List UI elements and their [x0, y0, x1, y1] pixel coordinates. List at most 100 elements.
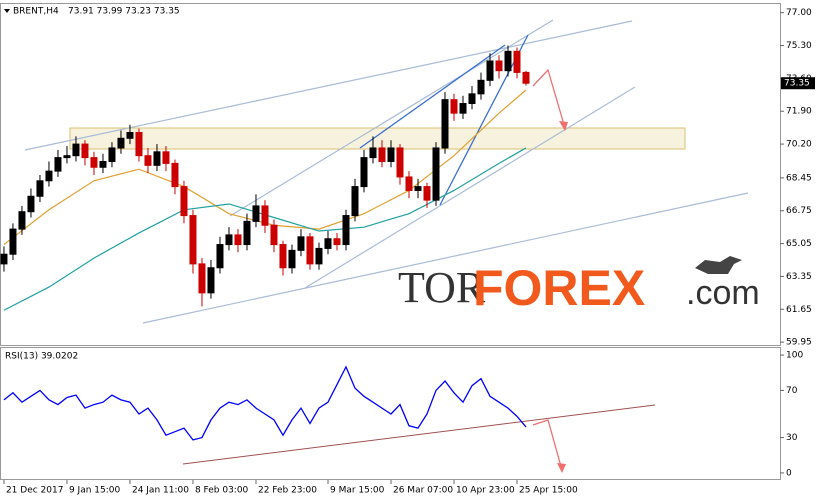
- candle-body: [450, 99, 458, 114]
- candle: [225, 227, 233, 251]
- candle: [495, 55, 503, 79]
- y-tick-label: 0: [786, 468, 792, 478]
- candle-body: [36, 180, 44, 197]
- candle-body: [117, 137, 125, 149]
- y-tick-label: 100: [786, 351, 803, 361]
- trend-line: [229, 19, 554, 217]
- candle: [342, 209, 350, 251]
- candle-body: [135, 131, 143, 157]
- candle: [360, 149, 368, 193]
- candle-body: [378, 147, 386, 162]
- candle-body: [441, 99, 449, 149]
- candle: [270, 219, 278, 253]
- candle-body: [270, 224, 278, 246]
- trend-line: [304, 86, 636, 289]
- y-tick-label: 70.20: [786, 140, 812, 150]
- candle-body: [81, 143, 89, 159]
- last-price-box: [781, 77, 815, 90]
- candle-body: [477, 79, 485, 95]
- candle: [261, 200, 269, 233]
- x-tick-label: 22 Feb 23:00: [258, 486, 317, 496]
- y-tick-label: 65.05: [786, 239, 812, 249]
- x-tick-label: 9 Mar 15:00: [330, 486, 385, 496]
- candle: [198, 258, 206, 307]
- last-price-label: 73.35: [784, 79, 810, 89]
- candle: [27, 188, 35, 218]
- x-tick-label: 21 Dec 2017: [6, 486, 64, 496]
- candle: [162, 146, 170, 172]
- candle: [486, 53, 494, 87]
- y-tick-label: 61.65: [786, 305, 812, 315]
- candle-body: [207, 267, 215, 294]
- candle-body: [324, 238, 332, 249]
- candle: [171, 159, 179, 195]
- candle-body: [504, 50, 512, 72]
- candle: [396, 144, 404, 185]
- candle-body: [315, 247, 323, 265]
- candle-body: [180, 186, 188, 217]
- x-tick-label: 9 Jan 15:00: [69, 486, 121, 496]
- candle-body: [144, 155, 152, 166]
- candle: [108, 142, 116, 168]
- candle-body: [414, 186, 422, 191]
- candle-body: [63, 155, 71, 159]
- candle: [306, 232, 314, 270]
- candle-body: [9, 228, 17, 255]
- candle: [459, 95, 467, 119]
- candle: [99, 153, 107, 174]
- candle: [414, 178, 422, 199]
- candle-body: [171, 162, 179, 188]
- candle: [378, 140, 386, 168]
- candle: [207, 260, 215, 299]
- candle: [81, 140, 89, 166]
- candle-body: [27, 195, 35, 213]
- candle-body: [432, 147, 440, 201]
- watermark-com: .com: [686, 274, 760, 312]
- candle-body: [0, 253, 8, 265]
- candle-body: [369, 147, 377, 159]
- rsi-panel: [0, 347, 781, 480]
- arrow-head: [559, 121, 568, 131]
- candle: [72, 136, 80, 162]
- candle-body: [198, 263, 206, 294]
- y-tick-label: 63.35: [786, 272, 812, 282]
- x-tick-label: 8 Feb 03:00: [195, 486, 249, 496]
- y-tick-label: 66.75: [786, 206, 812, 216]
- y-tick-label: 77.00: [786, 8, 812, 18]
- candle: [351, 178, 359, 222]
- candle-body: [360, 157, 368, 188]
- candle-body: [387, 147, 395, 162]
- candle-body: [306, 236, 314, 265]
- trend-line: [24, 20, 633, 151]
- rsi-title: RSI(13) 39.0202: [5, 352, 78, 362]
- candle-body: [333, 238, 341, 246]
- candle: [387, 140, 395, 168]
- candle: [477, 72, 485, 100]
- forecast-arrow: [532, 419, 563, 471]
- candle-body: [405, 176, 413, 191]
- candle-body: [495, 60, 503, 72]
- candle-body: [108, 147, 116, 162]
- candle-body: [486, 60, 494, 81]
- price-panel: [0, 3, 781, 346]
- trend-line: [359, 44, 506, 149]
- candle-body: [342, 215, 350, 246]
- y-tick-label: 75.30: [786, 41, 812, 51]
- candle: [288, 244, 296, 274]
- candle-body: [252, 205, 260, 222]
- candle-body: [396, 147, 404, 178]
- candle: [180, 180, 188, 224]
- candle-body: [234, 234, 242, 246]
- candle: [153, 144, 161, 172]
- forecast-arrow: [532, 68, 566, 129]
- candle: [441, 91, 449, 154]
- candle-body: [468, 93, 476, 105]
- symbol-title: BRENT,H4: [13, 7, 59, 17]
- candle-body: [90, 157, 98, 168]
- watermark-tor: TOR: [398, 263, 486, 312]
- candle: [63, 146, 71, 164]
- candle-body: [459, 103, 467, 114]
- candle-body: [153, 151, 161, 166]
- candle-body: [54, 157, 62, 172]
